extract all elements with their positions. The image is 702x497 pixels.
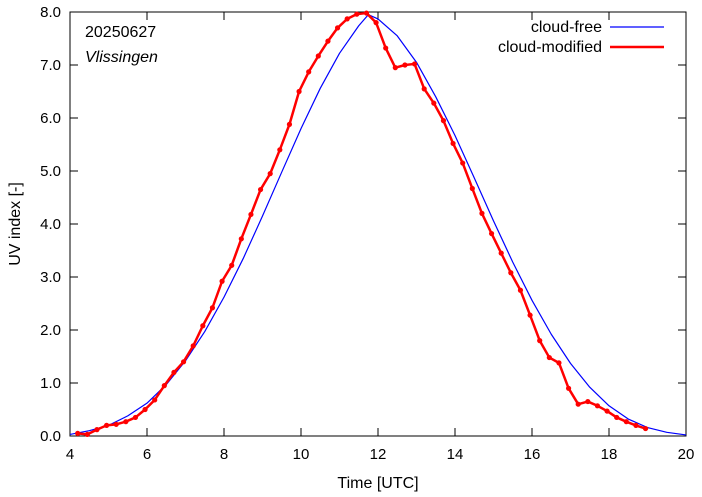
- data-point-cloud-modified: [402, 62, 408, 68]
- x-tick-label: 10: [293, 446, 310, 463]
- data-point-cloud-modified: [94, 427, 100, 433]
- data-point-cloud-modified: [296, 88, 302, 95]
- data-point-cloud-modified: [585, 398, 591, 405]
- data-point-cloud-modified: [614, 414, 620, 421]
- data-point-cloud-modified: [354, 11, 360, 17]
- data-point-cloud-modified: [171, 369, 177, 375]
- data-point-cloud-modified: [517, 287, 524, 293]
- x-tick-label: 4: [66, 446, 74, 463]
- data-point-cloud-modified: [565, 385, 572, 391]
- data-point-cloud-modified: [113, 421, 119, 427]
- location-annotation: Vlissingen: [85, 49, 158, 66]
- data-point-cloud-modified: [363, 10, 370, 16]
- data-point-cloud-modified: [257, 186, 264, 193]
- data-point-cloud-modified: [219, 278, 225, 284]
- y-tick-label: 2.0: [40, 322, 61, 339]
- data-point-cloud-modified: [527, 312, 533, 318]
- data-point-cloud-modified: [325, 38, 331, 44]
- data-point-cloud-modified: [383, 45, 389, 51]
- data-point-cloud-modified: [132, 414, 139, 421]
- data-point-cloud-modified: [546, 354, 552, 361]
- data-point-cloud-modified: [440, 118, 447, 124]
- data-point-cloud-modified: [286, 121, 293, 127]
- x-tick-label: 6: [143, 446, 151, 463]
- data-point-cloud-modified: [344, 16, 350, 22]
- data-point-cloud-modified: [306, 69, 312, 75]
- x-tick-label: 8: [220, 446, 228, 463]
- data-point-cloud-modified: [315, 53, 321, 59]
- y-tick-label: 4.0: [40, 216, 61, 233]
- data-point-cloud-modified: [373, 20, 379, 26]
- data-point-cloud-modified: [479, 210, 485, 216]
- data-point-cloud-modified: [103, 422, 110, 428]
- data-point-cloud-modified: [421, 86, 427, 92]
- x-tick-label: 16: [524, 446, 541, 463]
- data-point-cloud-modified: [229, 262, 235, 268]
- legend: cloud-free cloud-modified: [498, 19, 664, 56]
- data-point-cloud-modified: [431, 100, 437, 106]
- data-point-cloud-modified: [180, 359, 187, 365]
- data-point-cloud-modified: [623, 419, 629, 425]
- y-tick-label: 5.0: [40, 163, 61, 180]
- x-tick-label: 14: [447, 446, 464, 463]
- data-point-cloud-modified: [537, 338, 543, 344]
- data-point-cloud-modified: [604, 408, 610, 414]
- data-point-cloud-modified: [200, 323, 206, 329]
- data-point-cloud-modified: [248, 211, 254, 218]
- data-point-cloud-modified: [75, 430, 81, 436]
- data-point-cloud-modified: [161, 383, 167, 389]
- data-point-cloud-modified: [123, 419, 129, 425]
- data-point-cloud-modified: [142, 406, 148, 413]
- data-point-cloud-modified: [594, 403, 601, 409]
- y-tick-label: 6.0: [40, 110, 61, 127]
- legend-label-cloud-free: cloud-free: [531, 19, 602, 36]
- data-point-cloud-modified: [277, 147, 283, 153]
- data-point-cloud-modified: [488, 230, 495, 237]
- data-point-cloud-modified: [469, 185, 475, 192]
- plot-frame: [69, 11, 687, 437]
- legend-label-cloud-modified: cloud-modified: [498, 39, 602, 56]
- y-tick-label: 3.0: [40, 269, 61, 286]
- data-point-cloud-modified: [575, 401, 581, 407]
- x-axis-title: Time [UTC]: [337, 475, 418, 492]
- data-point-cloud-modified: [498, 250, 504, 256]
- x-tick-label: 18: [601, 446, 618, 463]
- data-point-cloud-modified: [267, 171, 273, 177]
- data-point-cloud-modified: [642, 425, 649, 432]
- x-tick-label: 20: [678, 446, 695, 463]
- y-tick-label: 0.0: [40, 428, 61, 445]
- axis-tick-labels: 4 6 8 10 12 14 16 18 20 0.0 1.0 2.0 3.0 4.0 5.0 6.0 7.0 8…: [40, 4, 694, 463]
- data-point-cloud-modified: [152, 397, 158, 403]
- date-annotation: 20250627: [85, 24, 156, 41]
- data-point-cloud-modified: [460, 160, 466, 166]
- y-axis-title: UV index [-]: [7, 182, 24, 266]
- y-tick-label: 8.0: [40, 4, 61, 21]
- data-point-cloud-modified: [334, 25, 341, 31]
- data-point-cloud-modified: [508, 270, 514, 276]
- x-tick-label: 12: [370, 446, 387, 463]
- axis-ticks: [69, 11, 687, 437]
- data-point-cloud-modified: [84, 431, 90, 438]
- data-point-cloud-modified: [238, 236, 244, 242]
- data-point-cloud-modified: [209, 305, 216, 311]
- y-tick-label: 7.0: [40, 57, 61, 74]
- data-point-cloud-modified: [633, 422, 639, 428]
- y-tick-label: 1.0: [40, 375, 61, 392]
- data-point-cloud-modified: [190, 343, 196, 349]
- series-layer: [69, 10, 687, 438]
- data-point-cloud-modified: [392, 65, 398, 71]
- data-point-cloud-modified: [450, 140, 456, 147]
- data-point-cloud-modified: [556, 360, 562, 366]
- data-point-cloud-modified: [411, 61, 418, 67]
